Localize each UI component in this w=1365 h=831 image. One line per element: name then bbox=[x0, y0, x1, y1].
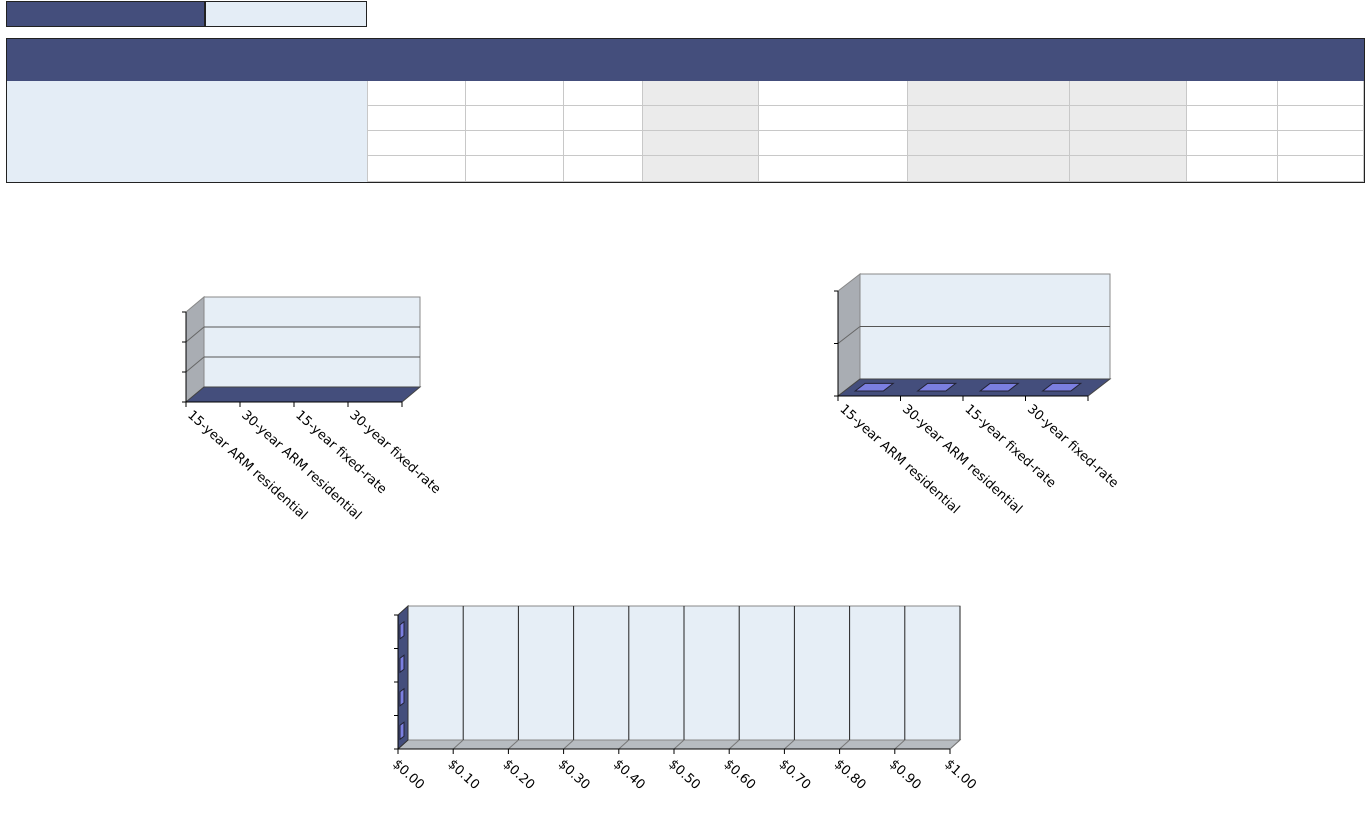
gridline bbox=[728, 739, 740, 750]
table-cell[interactable] bbox=[466, 81, 564, 106]
gridline bbox=[949, 739, 961, 750]
x-tick-label: 30-year ARM residential bbox=[899, 402, 1025, 517]
table-cell[interactable] bbox=[1187, 106, 1278, 131]
table-cell[interactable] bbox=[1187, 156, 1278, 182]
table-cell[interactable] bbox=[643, 106, 759, 131]
x-tick-label: $0.70 bbox=[776, 757, 814, 793]
gridline bbox=[452, 739, 464, 750]
x-tick-label: 15-year ARM residential bbox=[837, 402, 963, 517]
table-cell[interactable] bbox=[759, 81, 908, 106]
gridline bbox=[894, 739, 906, 750]
table-cell[interactable] bbox=[1070, 131, 1187, 156]
chart-floor bbox=[184, 386, 422, 403]
table-cell[interactable] bbox=[759, 106, 908, 131]
x-tick-label: $0.00 bbox=[389, 757, 427, 793]
table-cell[interactable] bbox=[367, 131, 466, 156]
bar bbox=[399, 721, 405, 741]
table-cell[interactable] bbox=[643, 131, 759, 156]
table-cell[interactable] bbox=[564, 131, 643, 156]
table-cell[interactable] bbox=[1070, 156, 1187, 182]
header-input-cell[interactable] bbox=[205, 1, 367, 27]
table-cell[interactable] bbox=[367, 81, 466, 106]
table-cell[interactable] bbox=[1187, 81, 1278, 106]
section-banner bbox=[6, 38, 1365, 81]
gridline bbox=[563, 739, 574, 750]
table-cell[interactable] bbox=[1278, 131, 1364, 156]
table-cell[interactable] bbox=[1278, 156, 1364, 182]
chart-3: $0.00 $0.10 $0.20 $0.30 $0.40 $0.50 $0.60 $0.70… bbox=[389, 604, 979, 793]
table-cell[interactable] bbox=[466, 106, 564, 131]
table-cell[interactable] bbox=[1070, 106, 1187, 131]
table-cell[interactable] bbox=[1187, 131, 1278, 156]
bar bbox=[1041, 382, 1083, 392]
x-tick-label: 15-year fixed-rate bbox=[292, 408, 389, 497]
x-tick-label: 30-year fixed-rate bbox=[346, 408, 443, 497]
gridline bbox=[784, 739, 795, 750]
table-cell[interactable] bbox=[759, 156, 908, 182]
table-row-label bbox=[7, 81, 367, 182]
table-cell[interactable] bbox=[367, 106, 466, 131]
table-cell[interactable] bbox=[564, 81, 643, 106]
x-tick-label: $0.60 bbox=[721, 757, 759, 793]
x-tick-label: $0.10 bbox=[445, 757, 483, 793]
table-cell[interactable] bbox=[908, 106, 1070, 131]
table-cell[interactable] bbox=[564, 106, 643, 131]
table-cell[interactable] bbox=[908, 156, 1070, 182]
bar bbox=[399, 687, 405, 707]
header-tab-cell bbox=[6, 1, 205, 27]
table-cell[interactable] bbox=[643, 81, 759, 106]
table-cell[interactable] bbox=[908, 81, 1070, 106]
table-cell[interactable] bbox=[1070, 81, 1187, 106]
table-cell[interactable] bbox=[1278, 106, 1364, 131]
bar bbox=[916, 382, 958, 392]
table-cell[interactable] bbox=[564, 156, 643, 182]
gridline bbox=[618, 739, 630, 750]
table-cell[interactable] bbox=[759, 131, 908, 156]
bar bbox=[978, 382, 1020, 392]
table-cell[interactable] bbox=[643, 156, 759, 182]
gridline bbox=[185, 356, 205, 373]
table-cell[interactable] bbox=[466, 156, 564, 182]
table-cell[interactable] bbox=[367, 156, 466, 182]
x-tick-label: $0.80 bbox=[831, 757, 869, 793]
x-tick-label: $0.20 bbox=[500, 757, 538, 793]
table-cell[interactable] bbox=[1278, 81, 1364, 106]
bar bbox=[853, 382, 895, 392]
side-wall bbox=[185, 295, 205, 404]
gridline bbox=[673, 739, 685, 750]
gridline bbox=[508, 739, 519, 750]
x-tick-label: $0.40 bbox=[610, 757, 648, 793]
bar bbox=[399, 620, 405, 640]
x-tick-label: $1.00 bbox=[941, 757, 979, 793]
table-cell[interactable] bbox=[466, 131, 564, 156]
gridline bbox=[839, 739, 850, 750]
x-tick-label: $0.30 bbox=[555, 757, 593, 793]
gridline bbox=[837, 326, 861, 344]
table-cell[interactable] bbox=[908, 131, 1070, 156]
bar bbox=[399, 654, 405, 674]
summary-table bbox=[6, 81, 1365, 183]
gridline bbox=[185, 326, 205, 343]
x-tick-label: $0.50 bbox=[665, 757, 703, 793]
x-tick-label: $0.90 bbox=[886, 757, 924, 793]
back-wall bbox=[203, 296, 421, 388]
